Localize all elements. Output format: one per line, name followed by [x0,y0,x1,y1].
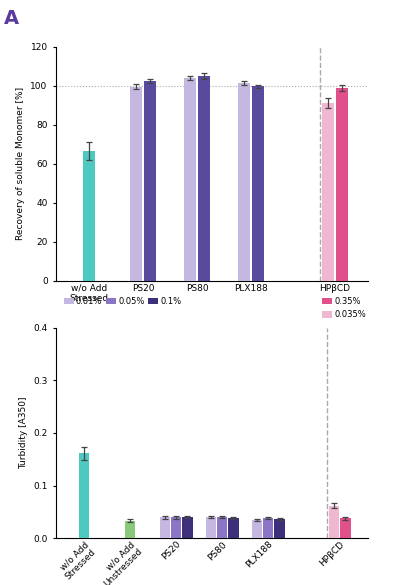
Bar [184,78,196,281]
Bar [340,518,351,538]
Bar [206,517,216,538]
Bar [238,83,250,281]
Bar [83,151,95,281]
Bar [329,505,340,538]
Bar [198,76,210,281]
Bar [171,517,181,538]
Bar [182,517,193,538]
Bar [252,86,264,281]
Bar [125,521,135,538]
Bar [228,518,239,538]
Bar [79,453,89,538]
Bar [336,88,348,281]
Y-axis label: Recovery of soluble Monomer [%]: Recovery of soluble Monomer [%] [16,87,25,240]
Text: A: A [4,9,19,27]
Y-axis label: Turbidity [A350]: Turbidity [A350] [19,397,28,469]
Bar [263,518,274,538]
Legend: 0.35%, 0.035%: 0.35%, 0.035% [319,294,370,323]
Bar [160,517,170,538]
Bar [252,519,262,538]
Bar [144,81,156,281]
Bar [274,519,285,538]
Bar [322,104,334,281]
Bar [217,517,228,538]
Bar [130,87,142,281]
